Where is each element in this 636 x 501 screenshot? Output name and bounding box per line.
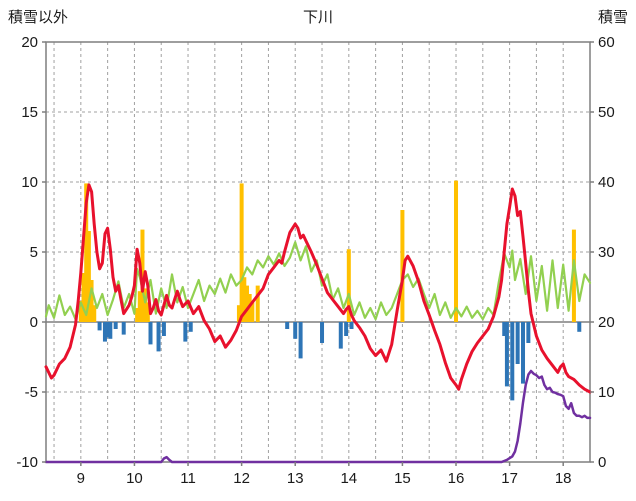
left-tick-label: 0 [30,314,38,331]
x-tick-label: 15 [394,470,411,487]
right-tick-label: 0 [598,454,606,471]
left-axis-title: 積雪以外 [8,9,69,26]
series-negative-bars [97,322,582,401]
x-tick-label: 18 [555,470,572,487]
series-precipitation [78,180,576,322]
gridlines [46,42,591,462]
x-tick-label: 14 [340,470,357,487]
left-tick-label: 10 [21,174,38,191]
right-tick-label: 40 [598,174,615,191]
left-tick-label: -10 [16,454,38,471]
left-tick-label: 20 [21,34,38,51]
series-temperature [44,183,592,394]
x-tick-label: 16 [448,470,465,487]
right-tick-label: 30 [598,244,615,261]
left-tick-label: 5 [30,244,38,261]
left-tick-label: 15 [21,104,38,121]
chart-title: 下川 [302,9,333,26]
x-tick-label: 9 [77,470,85,487]
right-tick-label: 10 [598,384,615,401]
right-tick-label: 50 [598,104,615,121]
x-tick-label: 13 [287,470,304,487]
x-tick-label: 11 [180,470,196,487]
series-snow-depth [44,369,592,464]
x-tick-label: 12 [233,470,250,487]
right-axis-title: 積雪 [597,9,628,26]
right-tick-label: 20 [598,314,615,331]
x-tick-label: 10 [126,470,143,487]
right-tick-label: 60 [598,34,615,51]
x-tick-label: 17 [501,470,518,487]
left-tick-label: -5 [25,384,38,401]
